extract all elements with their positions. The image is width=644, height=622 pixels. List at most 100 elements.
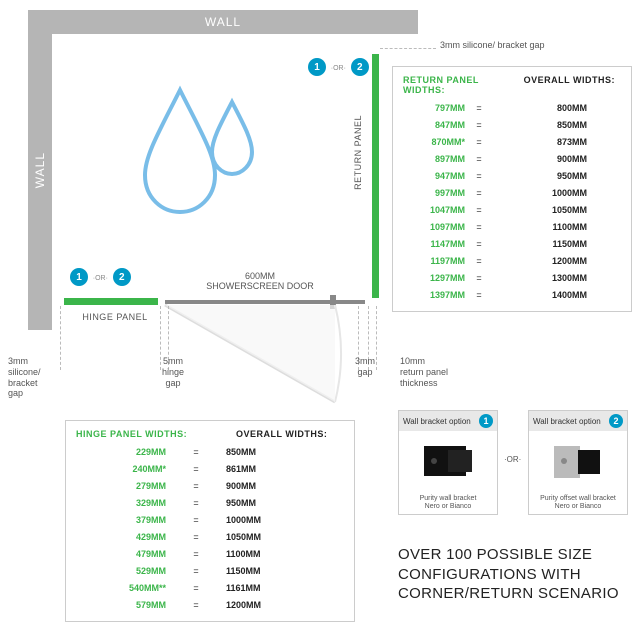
annot-silicone-left: 3mm silicone/ bracket gap — [8, 356, 58, 399]
return-row: 1297MM=1300MM — [403, 269, 621, 286]
annot-hinge-gap: 5mm hinge gap — [148, 356, 198, 388]
cell-l: 1297MM — [403, 273, 465, 283]
hinge-row: 279MM=900MM — [76, 477, 344, 494]
cell-l: 379MM — [76, 515, 166, 525]
cell-eq: = — [465, 256, 493, 266]
cell-r: 1400MM — [493, 290, 587, 300]
cell-l: 947MM — [403, 171, 465, 181]
bracket-card-1: Wall bracket option 1 Purity wall bracke… — [398, 410, 498, 515]
cell-l: 229MM — [76, 447, 166, 457]
cell-eq: = — [166, 515, 226, 525]
circle-group-top: 1 ·OR· 2 — [308, 58, 369, 76]
cell-eq: = — [166, 583, 226, 593]
cell-eq: = — [465, 137, 493, 147]
cell-l: 579MM — [76, 600, 166, 610]
cell-l: 1097MM — [403, 222, 465, 232]
return-row: 1397MM=1400MM — [403, 286, 621, 303]
cell-l: 479MM — [76, 549, 166, 559]
cell-r: 1100MM — [226, 549, 290, 559]
ht-head-r: OVERALL WIDTHS: — [206, 429, 344, 439]
cell-r: 1050MM — [226, 532, 290, 542]
cell-eq: = — [166, 532, 226, 542]
hinge-row: 240MM*=861MM — [76, 460, 344, 477]
circle-2-top: 2 — [351, 58, 369, 76]
hinge-row: 540MM**=1161MM — [76, 579, 344, 596]
cell-l: 1397MM — [403, 290, 465, 300]
annot-door-gap: 3mm gap — [345, 356, 385, 378]
cell-r: 850MM — [493, 120, 587, 130]
hinge-row: 579MM=1200MM — [76, 596, 344, 613]
return-panel-label: RETURN PANEL — [353, 115, 363, 190]
cell-eq: = — [465, 273, 493, 283]
cell-l: 1197MM — [403, 256, 465, 266]
return-row: 897MM=900MM — [403, 150, 621, 167]
cell-eq: = — [465, 290, 493, 300]
cell-eq: = — [465, 154, 493, 164]
return-row: 797MM=800MM — [403, 99, 621, 116]
cell-r: 1150MM — [493, 239, 587, 249]
cell-eq: = — [465, 188, 493, 198]
annot-silicone-top: 3mm silicone/ bracket gap — [440, 40, 545, 51]
cell-l: 870MM* — [403, 137, 465, 147]
cell-r: 861MM — [226, 464, 290, 474]
bracket-1-circle: 1 — [479, 414, 493, 428]
cell-eq: = — [465, 171, 493, 181]
cell-eq: = — [166, 481, 226, 491]
cell-eq: = — [166, 498, 226, 508]
cell-r: 1000MM — [226, 515, 290, 525]
bracket-1-title: Wall bracket option — [403, 417, 471, 426]
circle-2-left: 2 — [113, 268, 131, 286]
cell-r: 1200MM — [226, 600, 290, 610]
bracket-2-circle: 2 — [609, 414, 623, 428]
cell-l: 429MM — [76, 532, 166, 542]
cell-eq: = — [465, 222, 493, 232]
wall-top-label: WALL — [205, 15, 241, 29]
circle-group-left: 1 ·OR· 2 — [70, 268, 131, 286]
return-row: 870MM*=873MM — [403, 133, 621, 150]
cell-l: 329MM — [76, 498, 166, 508]
cell-eq: = — [166, 600, 226, 610]
cell-r: 850MM — [226, 447, 290, 457]
big-text: OVER 100 POSSIBLE SIZE CONFIGURATIONS WI… — [398, 545, 628, 604]
return-row: 847MM=850MM — [403, 116, 621, 133]
dash-1 — [60, 306, 61, 370]
bracket-2-icon — [548, 440, 608, 484]
cell-l: 529MM — [76, 566, 166, 576]
return-row: 947MM=950MM — [403, 167, 621, 184]
bracket-or: ·OR· — [504, 455, 521, 465]
hinge-row: 379MM=1000MM — [76, 511, 344, 528]
circle-1-top: 1 — [308, 58, 326, 76]
bracket-card-2: Wall bracket option 2 Purity offset wall… — [528, 410, 628, 515]
cell-eq: = — [465, 103, 493, 113]
bracket-1-icon — [418, 440, 478, 484]
return-panel — [372, 54, 379, 298]
cell-l: 1047MM — [403, 205, 465, 215]
cell-l: 897MM — [403, 154, 465, 164]
cell-r: 1200MM — [493, 256, 587, 266]
cell-r: 950MM — [493, 171, 587, 181]
hinge-row: 229MM=850MM — [76, 443, 344, 460]
return-row: 1097MM=1100MM — [403, 218, 621, 235]
return-row: 1047MM=1050MM — [403, 201, 621, 218]
cell-eq: = — [166, 464, 226, 474]
cell-eq: = — [166, 549, 226, 559]
cell-r: 1100MM — [493, 222, 587, 232]
wall-left: WALL — [28, 10, 52, 330]
hinge-table: HINGE PANEL WIDTHS: OVERALL WIDTHS: 229M… — [65, 420, 355, 622]
return-row: 1147MM=1150MM — [403, 235, 621, 252]
bracket-2-title: Wall bracket option — [533, 417, 601, 426]
or-sep-left: ·OR· — [93, 275, 108, 282]
cell-r: 1150MM — [226, 566, 290, 576]
wall-top: WALL — [28, 10, 418, 34]
cell-l: 1147MM — [403, 239, 465, 249]
hinge-row: 429MM=1050MM — [76, 528, 344, 545]
ht-head-l: HINGE PANEL WIDTHS: — [76, 429, 206, 439]
cell-eq: = — [465, 120, 493, 130]
cell-r: 900MM — [226, 481, 290, 491]
cell-l: 240MM* — [76, 464, 166, 474]
or-sep-top: ·OR· — [331, 65, 346, 72]
return-row: 1197MM=1200MM — [403, 252, 621, 269]
cell-eq: = — [465, 239, 493, 249]
dash-top — [380, 48, 436, 49]
return-row: 997MM=1000MM — [403, 184, 621, 201]
